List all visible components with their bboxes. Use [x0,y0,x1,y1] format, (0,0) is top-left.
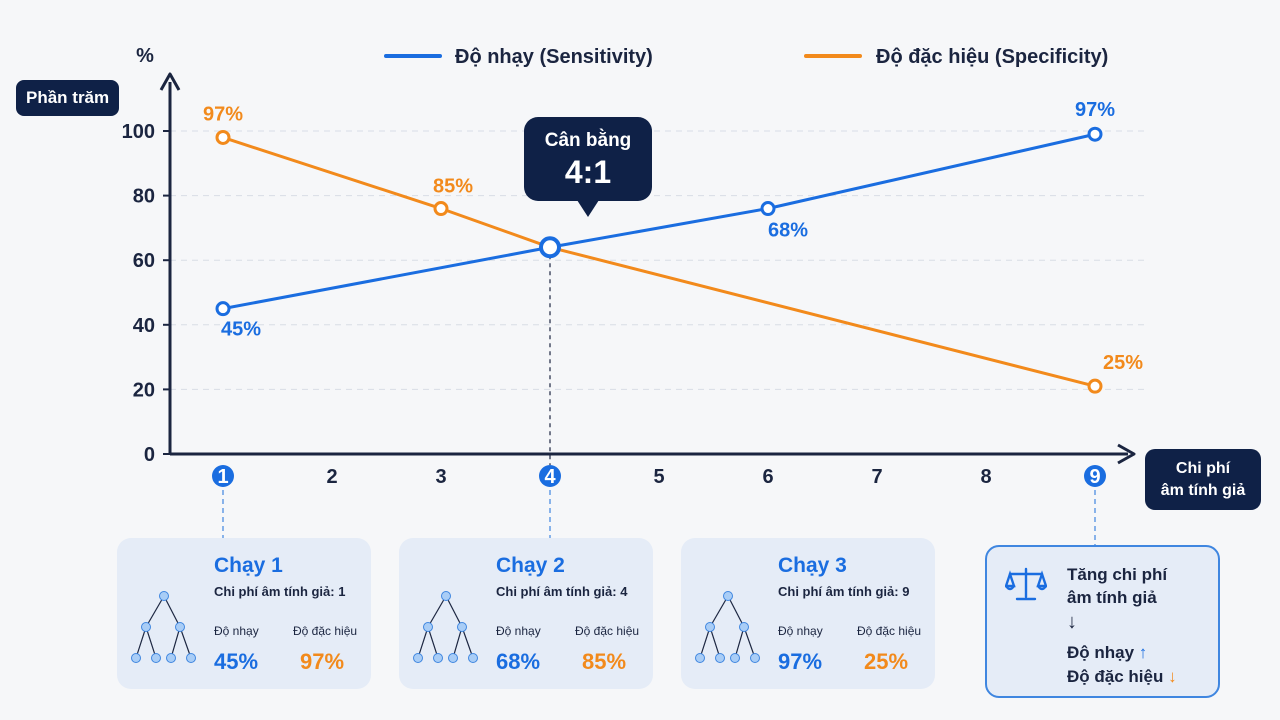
x-tick-label: 6 [762,466,773,488]
specificity-value: 25% [864,649,909,674]
data-point [215,301,231,317]
y-tick-label: 80 [133,186,155,208]
sensitivity-line [222,132,1096,311]
data-label: 68% [768,220,808,242]
balance-callout: Cân bằng 4:1 [524,117,652,217]
data-label: 85% [433,176,473,198]
y-tick-label: 20 [133,379,155,401]
run-title: Chạy 1 [214,554,283,577]
specificity-line [222,136,1096,388]
y-tick-label: 100 [122,121,155,143]
specificity-label: Độ đặc hiệu [293,624,358,638]
sensitivity-label: Độ nhạy [496,624,541,638]
specificity-label: Độ đặc hiệu [857,624,922,638]
y-tick-label: 40 [133,315,155,337]
specificity-value: 85% [582,649,627,674]
data-label: 45% [221,319,261,341]
specificity-value: 97% [300,649,345,674]
y-axis-arrow-icon [159,72,181,91]
run-title: Chạy 3 [778,554,847,577]
legend-label: Độ đặc hiệu (Specificity) [876,46,1108,68]
run-cost: Chi phí âm tính giả: 1 [214,584,346,599]
crossing-point [539,236,561,259]
x-tick-label: 5 [653,466,664,488]
down-arrow-icon: ↓ [1168,667,1177,686]
callout-title: Cân bằng [544,130,632,151]
specificity-label: Độ đặc hiệu [575,624,640,638]
x-tick-label: 9 [1089,466,1100,488]
data-point [1087,378,1103,394]
run-title: Chạy 2 [496,554,565,577]
x-tick-label: 2 [326,466,337,488]
decision-tree-icon [131,591,196,663]
data-point [433,201,449,217]
data-point [1087,126,1103,142]
summary-result-2: Độ đặc hiệu ↓ [1067,667,1177,687]
run-cost: Chi phí âm tính giả: 9 [778,584,910,599]
summary-card: Tăng chi phí âm tính giả ↓ Độ nhạy ↑ Độ … [985,545,1220,698]
x-tick-label: 4 [544,466,556,488]
x-axis-label-line-2: âm tính giả [1160,481,1246,499]
sensitivity-label: Độ nhạy [214,624,259,638]
sensitivity-value: 68% [496,649,541,674]
y-axis-unit: % [136,45,154,67]
legend-label: Độ nhạy (Sensitivity) [455,46,653,68]
x-tick-label: 8 [980,466,991,488]
x-tick-label: 7 [871,466,882,488]
data-labels: 45% 68% 97% 97% 85% 25% [203,99,1143,374]
sensitivity-value: 45% [214,649,259,674]
data-label: 97% [1075,99,1115,121]
y-tick-label: 60 [133,250,155,272]
x-tick-label: 3 [435,466,446,488]
down-arrow-icon: ↓ [1067,611,1077,633]
x-axis-arrow-icon [1117,443,1136,465]
run-card-3: Chạy 3 Chi phí âm tính giả: 9 Độ nhạy Độ… [681,538,935,689]
guide-lines [222,247,1096,545]
run-card-1: Chạy 1 Chi phí âm tính giả: 1 Độ nhạy Độ… [117,538,371,689]
x-axis-label-line-1: Chi phí [1175,459,1231,477]
run-cost: Chi phí âm tính giả: 4 [496,584,628,599]
legend: Độ nhạy (Sensitivity) Độ đặc hiệu (Specif… [384,46,1108,68]
summary-result-1: Độ nhạy ↑ [1067,643,1147,663]
sensitivity-label: Độ nhạy [778,624,823,638]
data-point [760,201,776,217]
up-arrow-icon: ↑ [1138,643,1148,662]
x-tick-highlight [539,465,561,487]
y-tick-label: 0 [144,444,155,466]
x-tick-label: 1 [217,466,228,488]
x-tick-highlight [212,465,234,487]
decision-tree-icon [413,591,478,663]
summary-result-2-text: Độ đặc hiệu [1067,667,1164,686]
summary-line-1: Tăng chi phí [1067,565,1168,584]
y-axis-label: Phần trăm [16,80,120,116]
balance-scale-icon [1005,567,1047,601]
x-axis-label: Chi phí âm tính giả [1145,449,1261,510]
data-point [215,129,231,145]
data-label: 97% [203,103,243,125]
grid [170,130,1148,390]
series-lines [215,126,1103,394]
callout-value: 4:1 [564,154,612,190]
sensitivity-value: 97% [778,649,823,674]
x-tick-highlight [1084,465,1106,487]
summary-line-2: âm tính giả [1067,588,1157,607]
summary-result-1-text: Độ nhạy [1067,643,1135,662]
decision-tree-icon [695,591,760,663]
axes: 0 20 40 60 80 100% 1 2 3 4 5 6 7 8 9 [122,45,1136,488]
run-card-2: Chạy 2 Chi phí âm tính giả: 4 Độ nhạy Độ… [399,538,653,689]
data-label: 25% [1103,352,1143,374]
